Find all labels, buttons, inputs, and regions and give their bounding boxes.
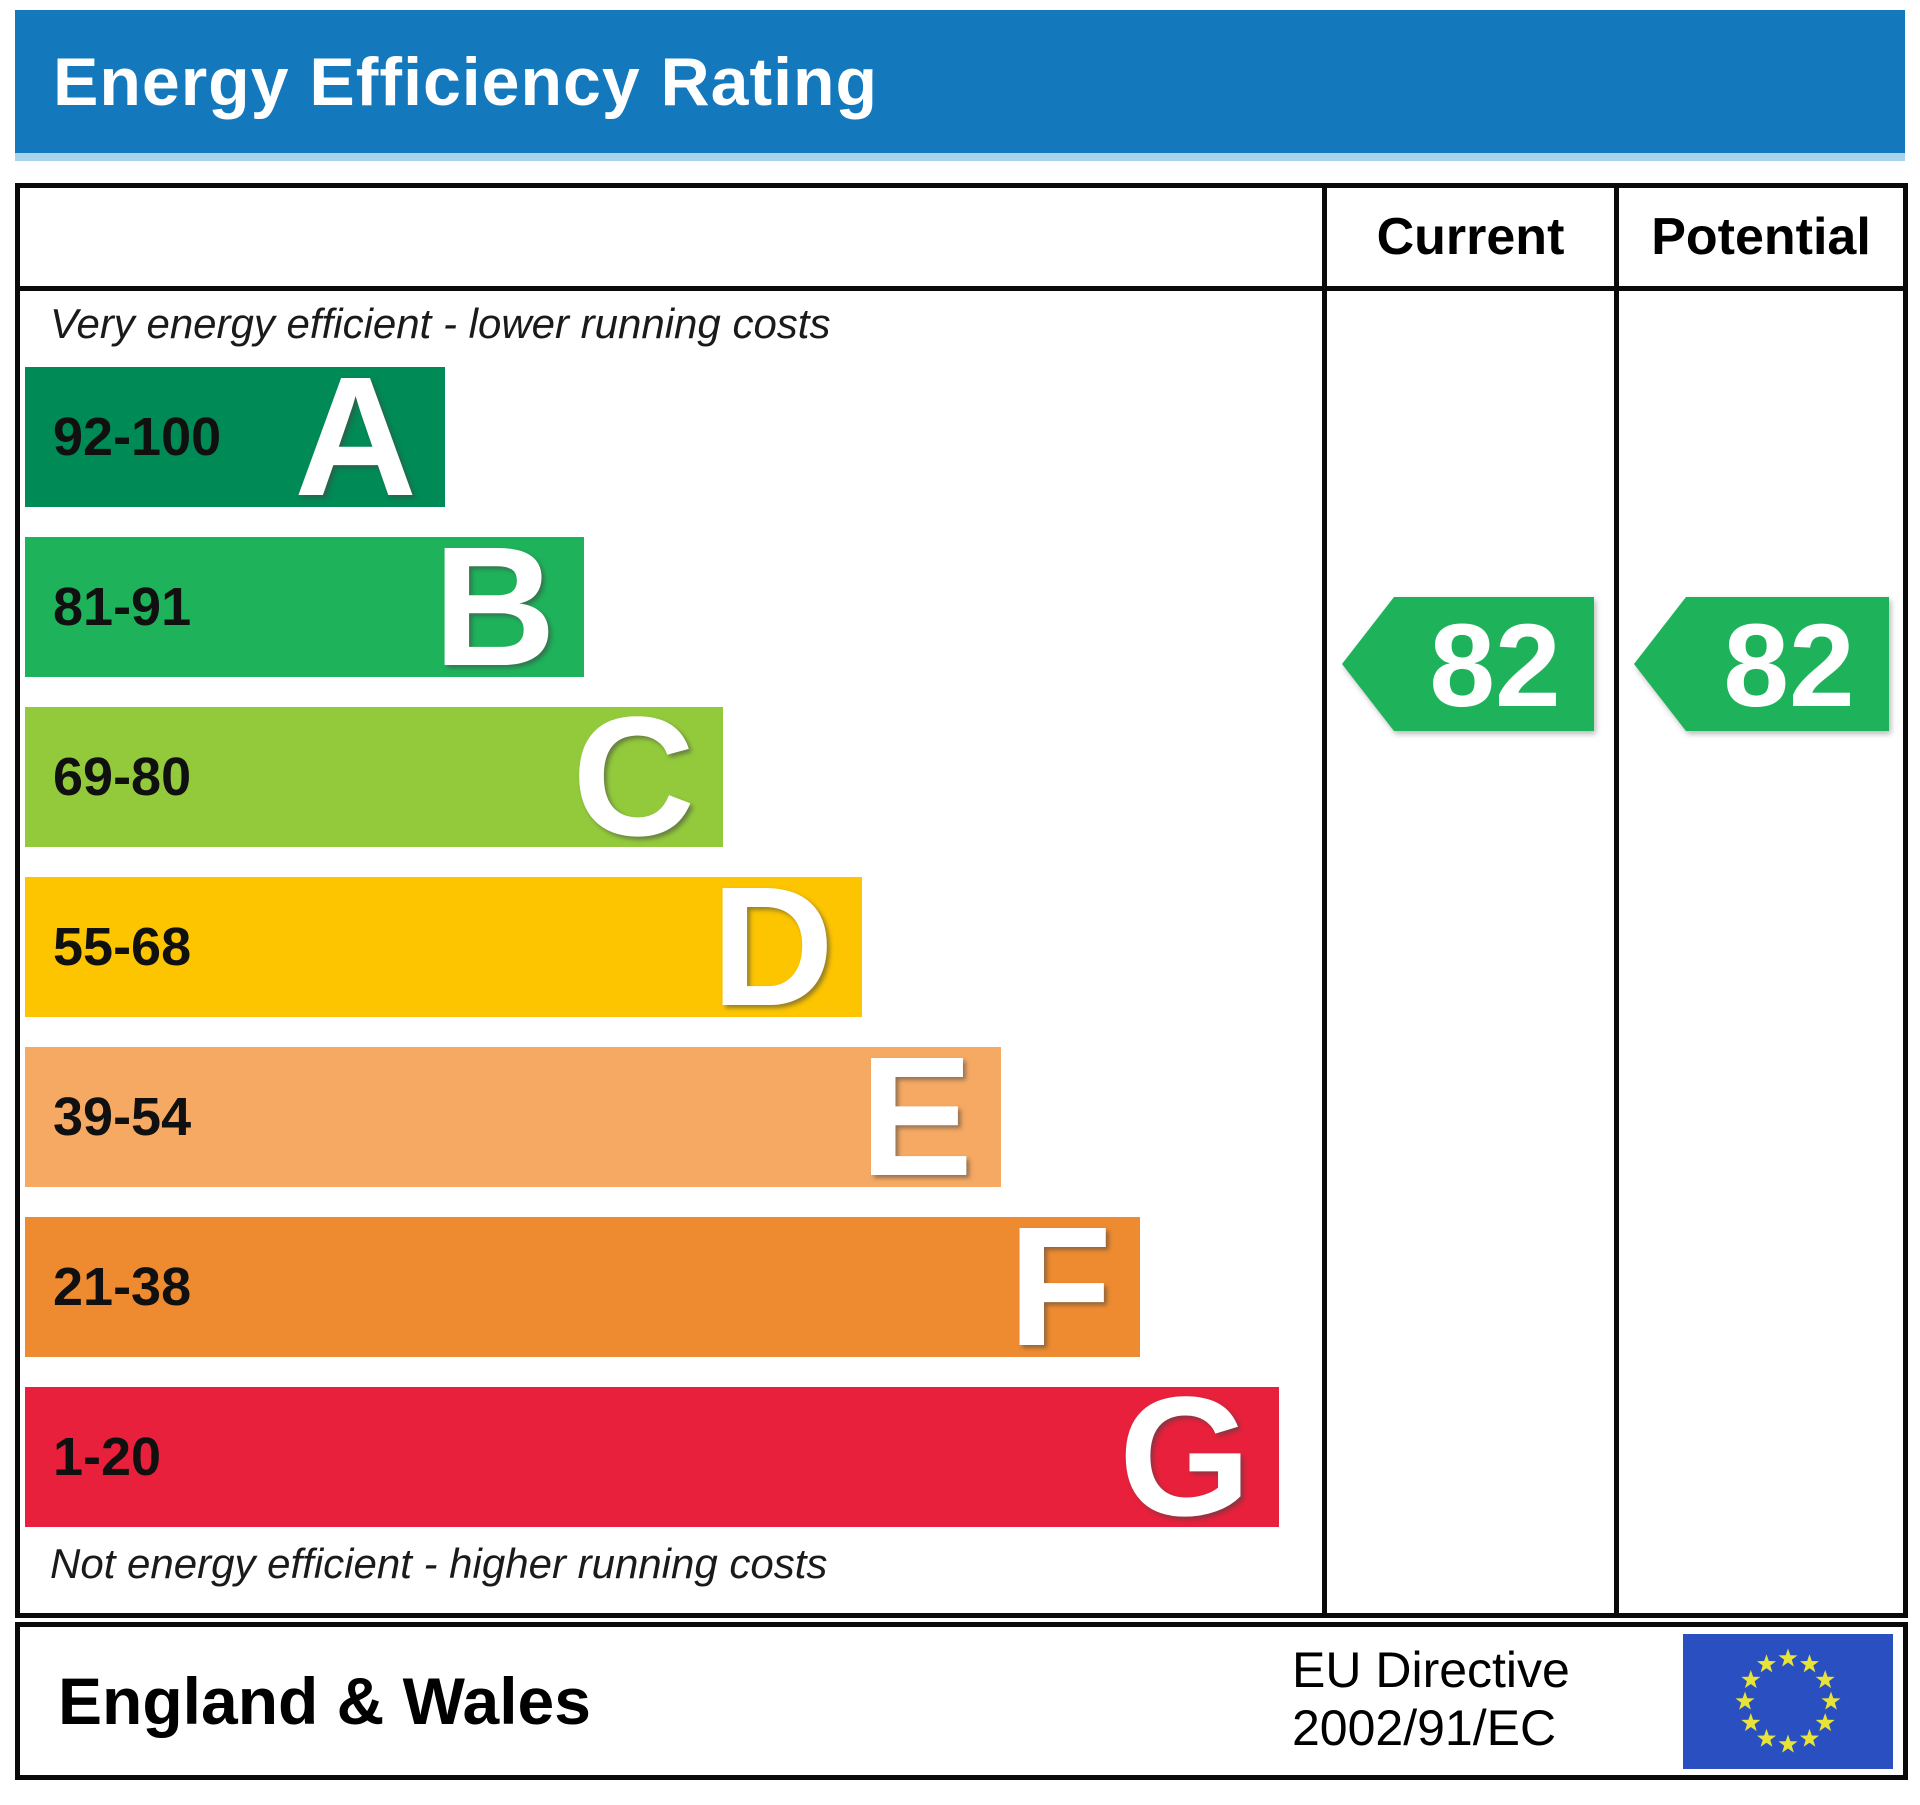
page-title: Energy Efficiency Rating <box>53 43 879 120</box>
band-letter: D <box>711 852 834 1042</box>
band-range-label: 39-54 <box>53 1087 192 1147</box>
eu-directive-label: EU Directive 2002/91/EC <box>1292 1641 1570 1757</box>
band-range-label: 55-68 <box>53 917 192 977</box>
band-range-label: 69-80 <box>53 747 192 807</box>
rating-chart-inner: Current Potential Very energy efficient … <box>20 188 1903 1613</box>
eu-flag-icon <box>1683 1634 1893 1769</box>
rating-band-bar: 39-54 E <box>25 1032 1001 1202</box>
band-letter: B <box>433 512 556 702</box>
current-rating-arrow-shape <box>1342 597 1594 731</box>
rating-band-bar: 69-80 C <box>25 692 723 862</box>
rating-band-bar: 21-38 F <box>25 1202 1140 1372</box>
footer-bar: England & Wales EU Directive 2002/91/EC <box>15 1622 1908 1780</box>
column-header-current: Current <box>1376 208 1565 266</box>
potential-rating-arrow-shape <box>1634 597 1889 731</box>
rating-band-row: 39-54 E <box>25 1032 1279 1202</box>
rating-band-bar: 92-100 A <box>25 352 445 522</box>
rating-band-row: 69-80 C <box>25 692 1279 862</box>
band-letter: E <box>859 1022 973 1212</box>
band-letter: C <box>572 682 695 872</box>
rating-band-row: 92-100 A <box>25 352 1279 522</box>
rating-band-row: 21-38 F <box>25 1202 1279 1372</box>
band-range-label: 81-91 <box>53 577 192 637</box>
band-range-label: 1-20 <box>53 1427 162 1487</box>
rating-bands: 92-100 A 81-91 B 69-80 C 55-68 D 39-54 E… <box>25 352 1279 1557</box>
rating-chart-box: Current Potential Very energy efficient … <box>15 183 1908 1618</box>
band-range-label: 21-38 <box>53 1257 192 1317</box>
band-range-label: 92-100 <box>53 407 222 467</box>
column-header-potential: Potential <box>1651 208 1871 266</box>
title-bar: Energy Efficiency Rating <box>15 10 1905 161</box>
eu-directive-line1: EU Directive <box>1292 1642 1570 1698</box>
eu-directive-line2: 2002/91/EC <box>1292 1700 1557 1756</box>
current-rating-value: 82 <box>1429 600 1560 732</box>
caption-not-efficient: Not energy efficient - higher running co… <box>50 1540 828 1587</box>
band-letter: F <box>1008 1192 1112 1382</box>
band-letter: G <box>1118 1362 1251 1552</box>
potential-rating-value: 82 <box>1723 600 1854 732</box>
caption-very-efficient: Very energy efficient - lower running co… <box>50 300 831 347</box>
rating-band-row: 55-68 D <box>25 862 1279 1032</box>
column-header-row: Current Potential <box>20 188 1903 291</box>
rating-band-bar: 1-20 G <box>25 1372 1279 1542</box>
rating-band-row: 1-20 G <box>25 1372 1279 1542</box>
rating-band-bar: 81-91 B <box>25 522 584 692</box>
band-letter: A <box>294 342 417 532</box>
current-rating-arrow: 82 <box>1342 597 1594 732</box>
rating-band-bar: 55-68 D <box>25 862 862 1032</box>
region-label: England & Wales <box>58 1664 591 1738</box>
potential-rating-arrow: 82 <box>1634 597 1889 732</box>
potential-column-divider <box>1614 188 1619 1613</box>
rating-band-row: 81-91 B <box>25 522 1279 692</box>
current-column-divider <box>1322 188 1327 1613</box>
